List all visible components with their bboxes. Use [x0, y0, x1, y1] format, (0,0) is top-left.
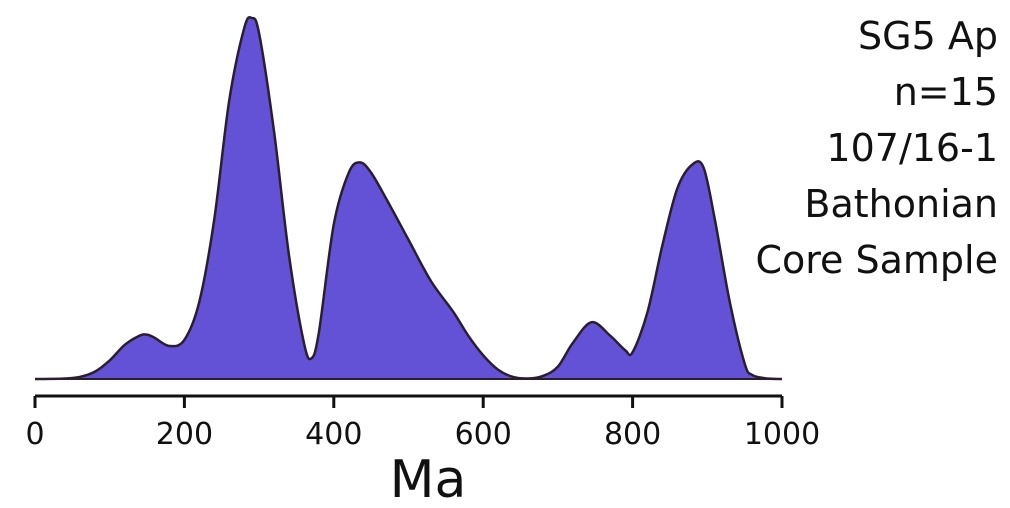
x-tick-label: 1000: [744, 417, 820, 452]
sample-label-line: n=15: [893, 70, 998, 114]
x-tick-label: 400: [305, 417, 362, 452]
density-area: [35, 17, 782, 379]
sample-label-line: SG5 Ap: [858, 14, 998, 58]
sample-label: SG5 Ap n=15 107/16-1 Bathonian Core Samp…: [755, 8, 998, 288]
x-tick-label: 0: [25, 417, 44, 452]
sample-label-line: 107/16-1: [826, 126, 998, 170]
sample-label-line: Core Sample: [755, 238, 998, 282]
density-layer: [34, 16, 783, 381]
x-tick-label: 200: [156, 417, 213, 452]
x-tick-label: 600: [455, 417, 512, 452]
density-curve: [34, 16, 783, 381]
sample-label-line: Bathonian: [804, 182, 998, 226]
x-tick-label: 800: [604, 417, 661, 452]
x-axis-title: Ma: [390, 450, 467, 508]
x-axis: 0 200 400 600 800 1000: [25, 394, 820, 452]
